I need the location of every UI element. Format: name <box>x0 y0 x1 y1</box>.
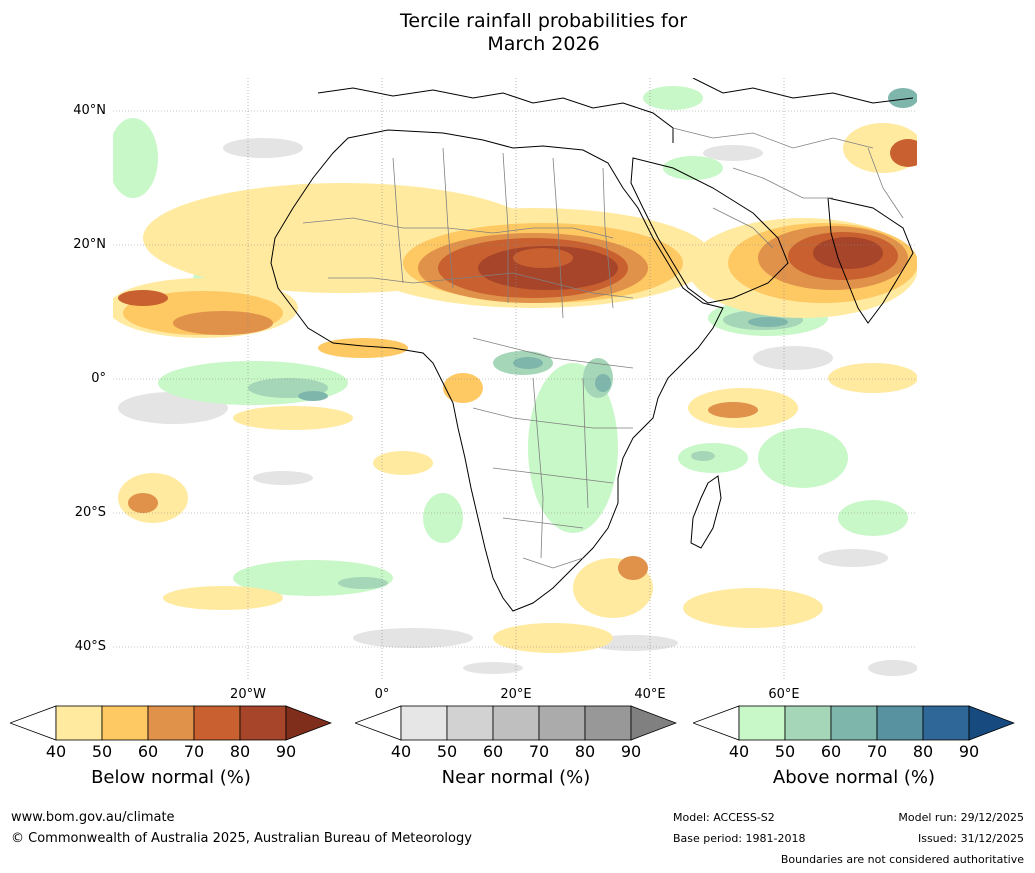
below-normal-patches <box>113 123 917 653</box>
map-title-line2: March 2026 <box>487 33 600 55</box>
near-tick: 70 <box>528 742 550 761</box>
above-tick: 60 <box>820 742 842 761</box>
above-tick: 50 <box>774 742 796 761</box>
below-tick: 90 <box>275 742 297 761</box>
above-normal-patches <box>113 86 917 596</box>
colorbar-above-svg <box>693 705 1015 741</box>
above-swatch-70-80 <box>876 705 924 741</box>
below-tick: 50 <box>91 742 113 761</box>
lon-label-40e: 40°E <box>634 687 666 702</box>
asia-coastline <box>692 78 914 104</box>
bom-url-link[interactable]: www.bom.gov.au/climate <box>11 810 175 825</box>
near-tick: 50 <box>436 742 458 761</box>
near-swatch-70-80 <box>538 705 586 741</box>
colorbar-below-svg <box>10 705 332 741</box>
model-run-date: Model run: 29/12/2025 <box>898 811 1024 824</box>
below-swatch-over <box>285 705 332 741</box>
model-name: Model: ACCESS-S2 <box>673 811 775 824</box>
below-swatch-80-90 <box>239 705 287 741</box>
colorbar-near-svg <box>355 705 677 741</box>
below-tick: 80 <box>229 742 251 761</box>
below-tick: 60 <box>137 742 159 761</box>
near-swatch-80-90 <box>584 705 632 741</box>
below-tick: 40 <box>45 742 67 761</box>
country-borders <box>302 127 904 569</box>
below-swatch-60-70 <box>147 705 195 741</box>
base-period: Base period: 1981-2018 <box>673 832 806 845</box>
above-swatch-40-50 <box>738 705 786 741</box>
near-swatch-60-70 <box>492 705 540 741</box>
near-swatch-under <box>355 705 402 741</box>
rainfall-probability-map[interactable] <box>113 78 917 681</box>
lat-label-0: 0° <box>91 371 106 386</box>
lat-label-40s: 40°S <box>74 639 106 654</box>
map-svg <box>113 78 917 681</box>
below-swatch-40-50 <box>55 705 103 741</box>
lon-label-20w: 20°W <box>230 687 266 702</box>
lat-label-20n: 20°N <box>73 237 106 252</box>
above-tick: 40 <box>728 742 750 761</box>
near-tick: 80 <box>574 742 596 761</box>
colorbar-near-normal: 40 50 60 70 80 90 Near normal (%) <box>355 705 677 795</box>
colorbar-above-normal: 40 50 60 70 80 90 Above normal (%) <box>693 705 1015 795</box>
near-tick: 60 <box>482 742 504 761</box>
madagascar-coastline <box>690 475 722 549</box>
near-tick: 40 <box>390 742 412 761</box>
below-swatch-70-80 <box>193 705 241 741</box>
above-swatch-over <box>968 705 1015 741</box>
above-swatch-80-90 <box>922 705 970 741</box>
lat-label-40n: 40°N <box>73 103 106 118</box>
below-tick: 70 <box>183 742 205 761</box>
above-swatch-under <box>693 705 740 741</box>
below-normal-title: Below normal (%) <box>91 767 251 788</box>
copyright-text: © Commonwealth of Australia 2025, Austra… <box>11 831 472 846</box>
lat-label-20s: 20°S <box>74 505 106 520</box>
above-normal-title: Above normal (%) <box>772 767 936 788</box>
lon-label-0: 0° <box>374 687 390 702</box>
europe-coastline <box>317 87 674 143</box>
arabia-coastline <box>630 157 789 304</box>
lon-label-20e: 20°E <box>500 687 532 702</box>
near-tick: 90 <box>620 742 642 761</box>
colorbar-below-normal: 40 50 60 70 80 90 Below normal (%) <box>10 705 332 795</box>
above-tick: 90 <box>958 742 980 761</box>
lon-label-60e: 60°E <box>768 687 800 702</box>
near-swatch-over <box>630 705 677 741</box>
map-title-line1: Tercile rainfall probabilities for <box>399 10 688 32</box>
issued-date: Issued: 31/12/2025 <box>917 832 1024 845</box>
above-tick: 70 <box>866 742 888 761</box>
map-title: Tercile rainfall probabilities for March… <box>0 10 1035 56</box>
india-coastline <box>827 197 914 324</box>
graticule <box>113 78 917 681</box>
above-swatch-50-60 <box>784 705 832 741</box>
below-swatch-50-60 <box>101 705 149 741</box>
near-swatch-40-50 <box>400 705 448 741</box>
near-swatch-50-60 <box>446 705 494 741</box>
below-swatch-under <box>10 705 57 741</box>
near-normal-title: Near normal (%) <box>441 767 591 788</box>
boundaries-disclaimer: Boundaries are not considered authoritat… <box>780 853 1024 866</box>
above-swatch-60-70 <box>830 705 878 741</box>
above-tick: 80 <box>912 742 934 761</box>
